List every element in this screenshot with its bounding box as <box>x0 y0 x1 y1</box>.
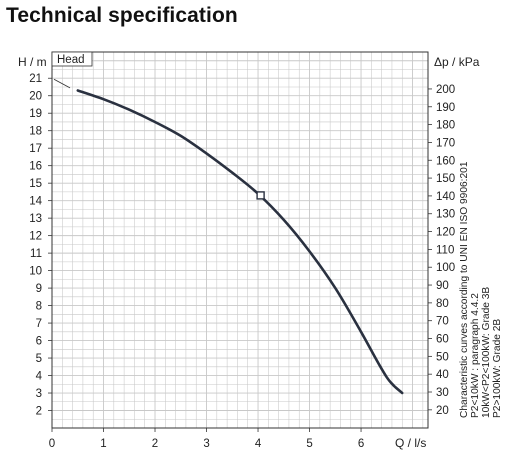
y2-axis-label: Δp / kPa <box>434 55 480 69</box>
side-note: 10kW<P2<100kW: Grade 3B <box>481 287 492 418</box>
y2-tick-label: 60 <box>436 334 449 346</box>
x-tick-label: 1 <box>100 438 106 450</box>
duty-point-marker <box>256 191 265 200</box>
y-tick-label: 15 <box>29 178 42 190</box>
y2-tick-label: 20 <box>436 405 449 417</box>
y2-tick-label: 170 <box>436 137 455 149</box>
y2-tick-label: 100 <box>436 262 455 274</box>
side-notes: Characteristic curves according to UNI E… <box>459 161 503 418</box>
y2-tick-label: 30 <box>436 387 449 399</box>
head-curve <box>76 89 404 395</box>
y-tick-label: 20 <box>29 91 42 103</box>
x-tick-label: 0 <box>49 438 55 450</box>
y-tick-label: 2 <box>36 406 42 418</box>
y-tick-label: 10 <box>29 266 42 278</box>
x-axis-label: Q / l/s <box>395 436 426 450</box>
side-note: P2>100kW: Grade 2B <box>492 319 503 418</box>
y-tick-label: 12 <box>29 231 42 243</box>
y-tick-label: 5 <box>36 353 42 365</box>
x-tick-label: 2 <box>152 438 158 450</box>
side-note: Characteristic curves according to UNI E… <box>459 161 470 418</box>
y2-tick-label: 90 <box>436 280 449 292</box>
x-tick-label: 5 <box>306 438 312 450</box>
side-note: P2<10kW : paragraph 4.4.2 <box>470 293 481 418</box>
legend-label-head: Head <box>57 54 85 66</box>
page-title: Technical specification <box>6 4 238 27</box>
axis-ticks: 0 1 2 3 4 5 6234567891011121314151617181920212… <box>29 73 455 450</box>
y-tick-label: 9 <box>36 283 42 295</box>
x-tick-label: 4 <box>255 438 262 450</box>
y2-tick-label: 80 <box>436 298 449 310</box>
y-tick-label: 7 <box>36 318 42 330</box>
legend-box <box>51 51 93 67</box>
y-tick-label: 18 <box>29 126 42 138</box>
x-tick-label: 6 <box>358 438 364 450</box>
y-tick-label: 8 <box>36 301 42 313</box>
y2-tick-label: 200 <box>436 84 455 96</box>
legend: Head <box>51 51 93 89</box>
y2-tick-label: 190 <box>436 102 455 114</box>
y-tick-label: 16 <box>29 161 42 173</box>
y-axis-label: H / m <box>18 55 47 69</box>
y2-tick-label: 40 <box>436 369 449 381</box>
y2-tick-label: 120 <box>436 227 455 239</box>
y-tick-label: 13 <box>29 213 42 225</box>
y2-tick-label: 180 <box>436 120 455 132</box>
y2-tick-label: 130 <box>436 209 455 221</box>
y-tick-label: 17 <box>29 143 42 155</box>
y-tick-label: 21 <box>29 73 42 85</box>
x-tick-label: 3 <box>203 438 209 450</box>
series-layer <box>76 89 404 395</box>
y-tick-label: 6 <box>36 336 42 348</box>
y2-tick-label: 70 <box>436 316 449 328</box>
y-tick-label: 4 <box>36 371 43 383</box>
grid <box>52 52 428 428</box>
y2-tick-label: 150 <box>436 173 455 185</box>
legend-leader <box>53 78 71 89</box>
y2-tick-label: 110 <box>436 244 454 256</box>
y2-tick-label: 140 <box>436 191 455 203</box>
y-tick-label: 11 <box>30 248 42 260</box>
y2-tick-label: 50 <box>436 351 449 363</box>
y-tick-label: 14 <box>29 196 42 208</box>
plot-frame <box>51 51 429 429</box>
y-tick-label: 19 <box>29 108 42 120</box>
y-tick-label: 3 <box>36 388 42 400</box>
y2-tick-label: 160 <box>436 155 455 167</box>
